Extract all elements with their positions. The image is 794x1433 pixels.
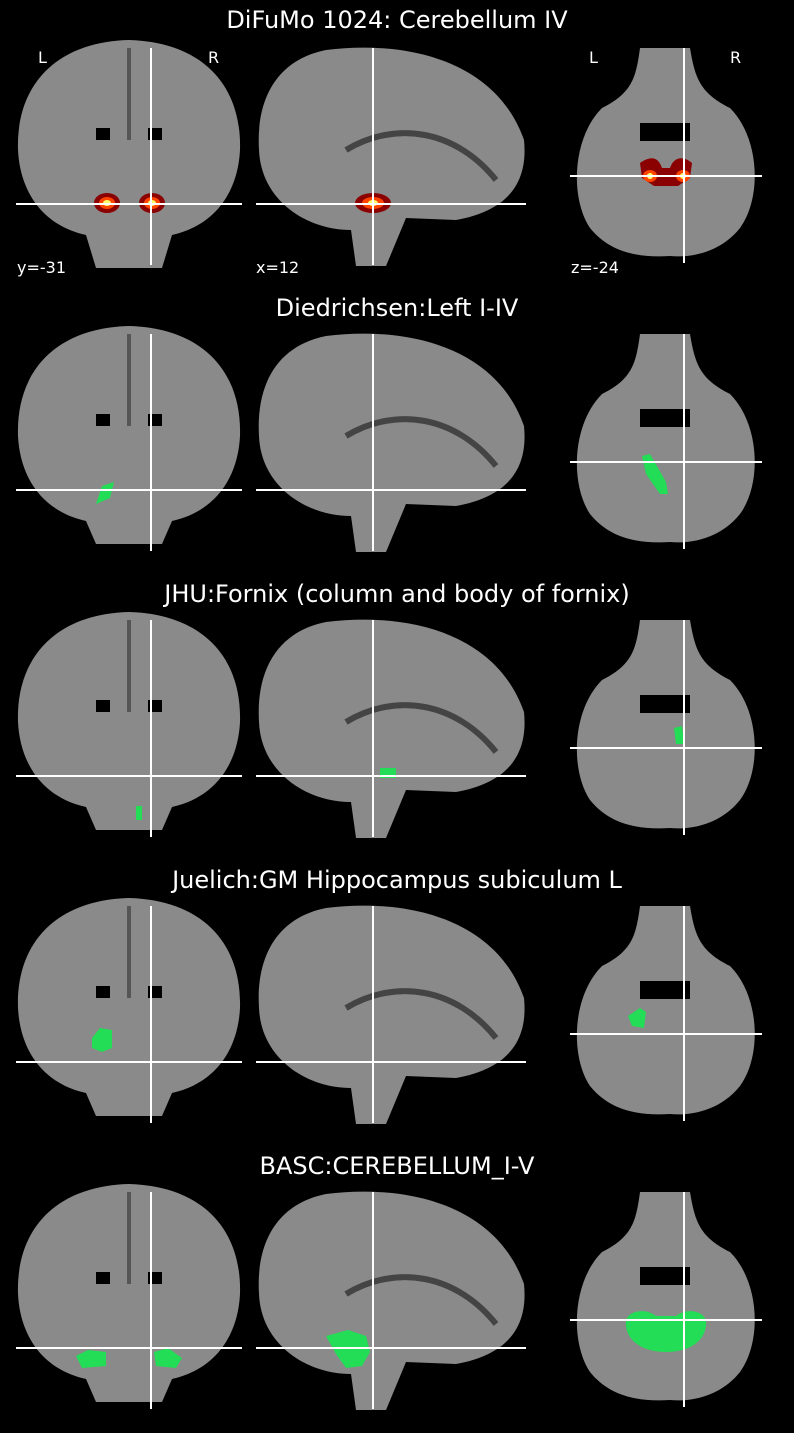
left-orientation-label: L: [38, 48, 47, 67]
brain-slice: [17, 40, 241, 268]
panel-title: BASC:CEREBELLUM_I-V: [259, 1152, 535, 1180]
panel-title: DiFuMo 1024: Cerebellum IV: [226, 6, 568, 34]
brain-slice: [258, 619, 525, 838]
sagittal-coordinate: x=12: [256, 258, 300, 277]
atlas-region: [92, 1028, 112, 1052]
coronal-coordinate: y=-31: [17, 258, 67, 277]
brain-slice: [576, 906, 755, 1115]
brain-slice: [576, 334, 755, 543]
atlas-region: [136, 806, 142, 820]
atlas-region: [96, 482, 114, 504]
atlas-region: [380, 768, 396, 778]
coronal-view: [16, 898, 242, 1126]
sagittal-view: [256, 1184, 528, 1410]
axial-view: [570, 1192, 762, 1410]
brain-slice: [576, 48, 755, 257]
brain-slice: [258, 47, 525, 266]
sagittal-view: [256, 326, 528, 552]
atlas-region: [625, 1311, 707, 1352]
coronal-view: [16, 40, 242, 268]
axial-view: [570, 48, 762, 266]
axial-view: [570, 334, 762, 552]
brain-slice: [258, 333, 525, 552]
coronal-view: [16, 326, 242, 554]
brain-slice: [576, 1192, 755, 1401]
atlas-region: [76, 1350, 106, 1368]
left-orientation-label: L: [589, 48, 598, 67]
panel-title: Juelich:GM Hippocampus subiculum L: [172, 866, 622, 894]
atlas-region: [154, 1348, 182, 1368]
sagittal-view: [256, 40, 528, 266]
atlas-region: [628, 1008, 646, 1028]
brain-slice: [576, 620, 755, 829]
panel-title: JHU:Fornix (column and body of fornix): [164, 580, 630, 608]
atlas-region: [674, 726, 684, 744]
brain-slice: [258, 1191, 525, 1410]
axial-coordinate: z=-24: [571, 258, 619, 277]
sagittal-view: [256, 612, 528, 838]
coronal-view: [16, 1184, 242, 1412]
axial-view: [570, 620, 762, 838]
axial-view: [570, 906, 762, 1124]
sagittal-view: [256, 898, 528, 1124]
right-orientation-label: R: [208, 48, 220, 67]
atlas-region: [642, 454, 668, 494]
brain-slice: [258, 905, 525, 1124]
panel-title: Diedrichsen:Left I-IV: [275, 294, 519, 322]
coronal-view: [16, 612, 242, 840]
right-orientation-label: R: [730, 48, 742, 67]
